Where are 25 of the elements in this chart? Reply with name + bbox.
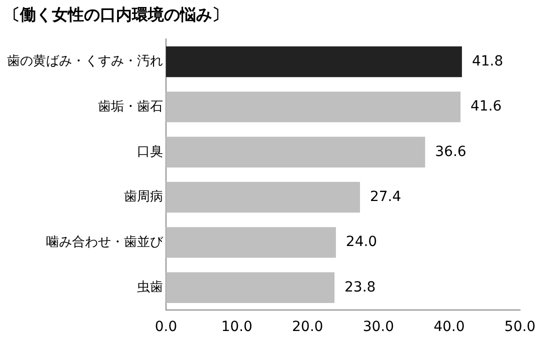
x-tick-label: 40.0 (434, 319, 465, 336)
data-label: 27.4 (370, 188, 402, 205)
y-tick-label: 噛み合わせ・歯並び (46, 234, 164, 250)
bar (166, 136, 426, 168)
data-label: 36.6 (435, 144, 466, 160)
bar (166, 92, 461, 122)
bar (166, 272, 335, 303)
bar (166, 46, 462, 78)
chart-title: 〔働く女性の口内環境の悩み〕 (4, 4, 228, 24)
y-tick-label: 歯周病 (124, 190, 163, 205)
data-label: 41.8 (472, 53, 504, 70)
x-tick-label: 50.0 (504, 319, 536, 336)
y-tick-label: 虫歯 (137, 280, 163, 295)
x-tick-label: 10.0 (221, 319, 252, 336)
data-label: 24.0 (346, 234, 378, 250)
y-tick-label: 歯の黄ばみ・くすみ・汚れ (7, 54, 163, 70)
data-label: 41.6 (470, 98, 502, 115)
y-tick-label: 口臭 (137, 144, 163, 160)
bar (166, 182, 360, 213)
data-label: 23.8 (344, 279, 376, 296)
bar (166, 227, 336, 258)
x-tick-label: 0.0 (154, 319, 178, 336)
x-tick-label: 30.0 (362, 319, 394, 336)
x-tick-label: 20.0 (292, 319, 324, 336)
y-tick-label: 歯垢・歯石 (98, 99, 163, 114)
